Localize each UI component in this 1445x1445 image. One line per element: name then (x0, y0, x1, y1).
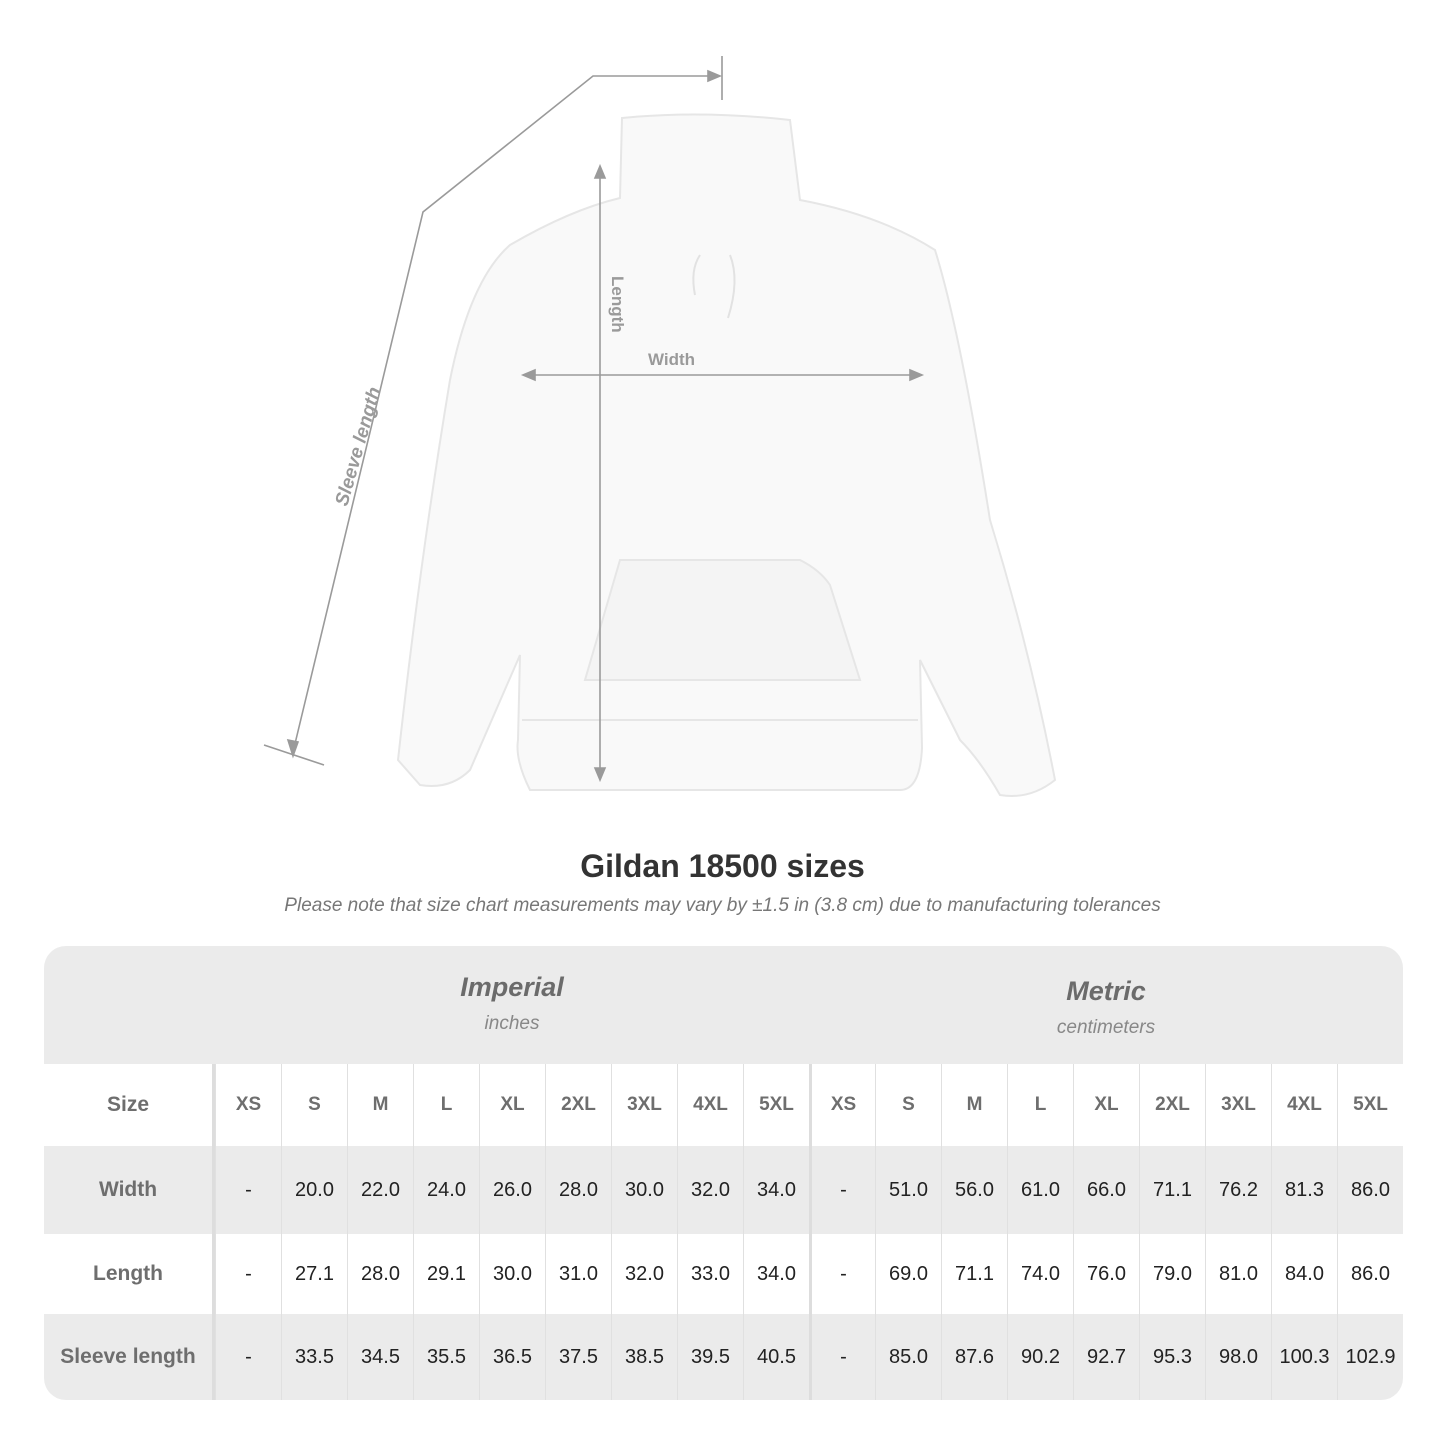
length-label: Length (608, 276, 627, 333)
table-cell: 28.0 (545, 1146, 611, 1234)
table-cell: - (215, 1146, 281, 1234)
table-cell: 33.5 (281, 1314, 347, 1400)
table-cell: 31.0 (545, 1234, 611, 1314)
size-header-l: L (413, 1064, 479, 1146)
table-cell: 34.0 (743, 1234, 809, 1314)
row-label: Width (44, 1146, 215, 1234)
drawstring-icon (692, 254, 736, 319)
table-cell: 34.5 (347, 1314, 413, 1400)
table-cell: 34.0 (743, 1146, 809, 1234)
table-cell: 56.0 (941, 1146, 1007, 1234)
table-cell: 30.0 (479, 1234, 545, 1314)
size-header-xs: XS (215, 1064, 281, 1146)
table-cell: 81.0 (1205, 1234, 1271, 1314)
table-cell: 32.0 (611, 1234, 677, 1314)
table-cell: 37.5 (545, 1314, 611, 1400)
table-cell: 51.0 (875, 1146, 941, 1234)
size-header-2xl: 2XL (1139, 1064, 1205, 1146)
table-cell: 35.5 (413, 1314, 479, 1400)
table-cell: 79.0 (1139, 1234, 1205, 1314)
table-cell: 30.0 (611, 1146, 677, 1234)
size-table: Imperial inches Metric centimeters Size … (44, 946, 1403, 1400)
table-cell: - (215, 1234, 281, 1314)
table-cell: 26.0 (479, 1146, 545, 1234)
table-cell: 86.0 (1337, 1146, 1403, 1234)
table-cell: 95.3 (1139, 1314, 1205, 1400)
table-cell: - (809, 1234, 875, 1314)
table-cell: 36.5 (479, 1314, 545, 1400)
size-header-s: S (281, 1064, 347, 1146)
table-row: Length -27.1 28.0 29.1 30.0 31.0 32.0 33.0 34.0-… (44, 1234, 1403, 1314)
table-cell: 28.0 (347, 1234, 413, 1314)
size-header-xs: XS (809, 1064, 875, 1146)
table-cell: 20.0 (281, 1146, 347, 1234)
table-cell: 24.0 (413, 1146, 479, 1234)
size-row: Size XS S M L XL 2XL 3XL 4XL 5XL XS S M L XL 2XL 3XL 4XL… (44, 1064, 1403, 1146)
table-cell: 74.0 (1007, 1234, 1073, 1314)
table-cell: 39.5 (677, 1314, 743, 1400)
table-cell: 22.0 (347, 1146, 413, 1234)
size-header-xl: XL (1073, 1064, 1139, 1146)
measure-lines (263, 56, 925, 783)
group-unit: centimeters (1056, 1017, 1156, 1038)
hoodie-diagram: Sleeve length Length Width (263, 56, 1057, 797)
table-cell: 98.0 (1205, 1314, 1271, 1400)
size-header-4xl: 4XL (1271, 1064, 1337, 1146)
group-name: Imperial (460, 972, 564, 1002)
table-cell: 71.1 (1139, 1146, 1205, 1234)
table-cell: - (215, 1314, 281, 1400)
tolerance-note: Please note that size chart measurements… (284, 895, 1161, 916)
row-label: Sleeve length (44, 1314, 215, 1400)
width-label: Width (648, 350, 695, 369)
table-cell: 86.0 (1337, 1234, 1403, 1314)
size-header-4xl: 4XL (677, 1064, 743, 1146)
size-header-m: M (347, 1064, 413, 1146)
size-header-3xl: 3XL (611, 1064, 677, 1146)
metric-group: Metric centimeters (809, 946, 1403, 1064)
size-header-3xl: 3XL (1205, 1064, 1271, 1146)
size-header-m: M (941, 1064, 1007, 1146)
size-header-xl: XL (479, 1064, 545, 1146)
table-cell: 90.2 (1007, 1314, 1073, 1400)
imperial-group: Imperial inches (215, 946, 809, 1064)
group-unit: inches (484, 1013, 540, 1034)
row-label: Size (44, 1064, 215, 1146)
size-header-l: L (1007, 1064, 1073, 1146)
table-cell: 100.3 (1271, 1314, 1337, 1400)
table-cell: 76.0 (1073, 1234, 1139, 1314)
table-cell: - (809, 1314, 875, 1400)
table-cell: 40.5 (743, 1314, 809, 1400)
size-header-5xl: 5XL (743, 1064, 809, 1146)
table-cell: 32.0 (677, 1146, 743, 1234)
table-cell: 85.0 (875, 1314, 941, 1400)
table-cell: 92.7 (1073, 1314, 1139, 1400)
table-cell: 84.0 (1271, 1234, 1337, 1314)
table-cell: 69.0 (875, 1234, 941, 1314)
table-cell: 71.1 (941, 1234, 1007, 1314)
page-title: Gildan 18500 sizes (580, 848, 865, 884)
hoodie-illustration (396, 113, 1057, 797)
group-name: Metric (1066, 976, 1146, 1006)
table-header: Imperial inches Metric centimeters (44, 946, 1403, 1064)
table-row: Width -20.0 22.0 24.0 26.0 28.0 30.0 32.0 34.0-5… (44, 1146, 1403, 1234)
table-cell: 38.5 (611, 1314, 677, 1400)
size-header-s: S (875, 1064, 941, 1146)
table-row: Sleeve length -33.5 34.5 35.5 36.5 37.5 38.5 39… (44, 1314, 1403, 1400)
table-cell: 66.0 (1073, 1146, 1139, 1234)
table-cell: 76.2 (1205, 1146, 1271, 1234)
table-cell: 102.9 (1337, 1314, 1403, 1400)
row-label: Length (44, 1234, 215, 1314)
table-cell: 81.3 (1271, 1146, 1337, 1234)
table-cell: 87.6 (941, 1314, 1007, 1400)
table-cell: 27.1 (281, 1234, 347, 1314)
size-header-5xl: 5XL (1337, 1064, 1403, 1146)
table-cell: 61.0 (1007, 1146, 1073, 1234)
size-header-2xl: 2XL (545, 1064, 611, 1146)
table-cell: 33.0 (677, 1234, 743, 1314)
sleeve-length-label: Sleeve length (332, 385, 386, 509)
table-cell: - (809, 1146, 875, 1234)
table-cell: 29.1 (413, 1234, 479, 1314)
